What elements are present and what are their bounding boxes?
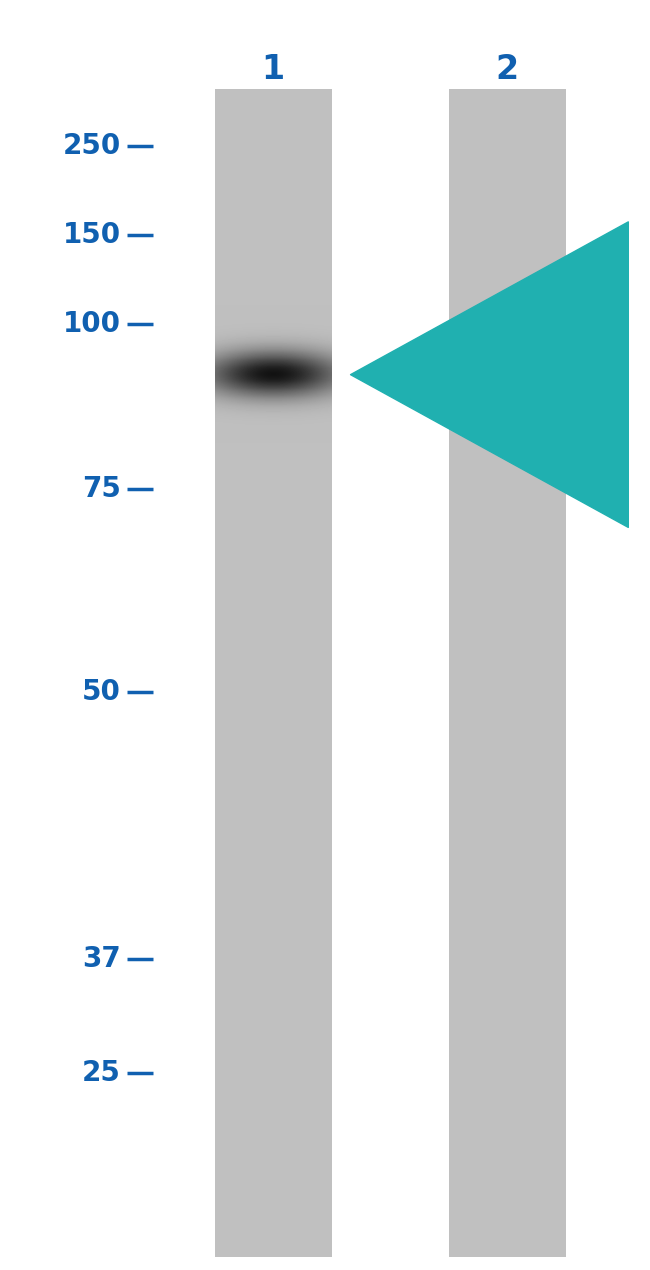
Text: 37: 37 xyxy=(82,945,121,973)
Text: 1: 1 xyxy=(261,53,285,86)
Text: 100: 100 xyxy=(63,310,121,338)
Bar xyxy=(214,89,332,1257)
Text: 50: 50 xyxy=(82,678,121,706)
Text: 25: 25 xyxy=(82,1059,121,1087)
Text: 75: 75 xyxy=(82,475,121,503)
Text: 250: 250 xyxy=(62,132,121,160)
Text: 150: 150 xyxy=(62,221,121,249)
Text: 2: 2 xyxy=(495,53,519,86)
Bar xyxy=(448,89,566,1257)
